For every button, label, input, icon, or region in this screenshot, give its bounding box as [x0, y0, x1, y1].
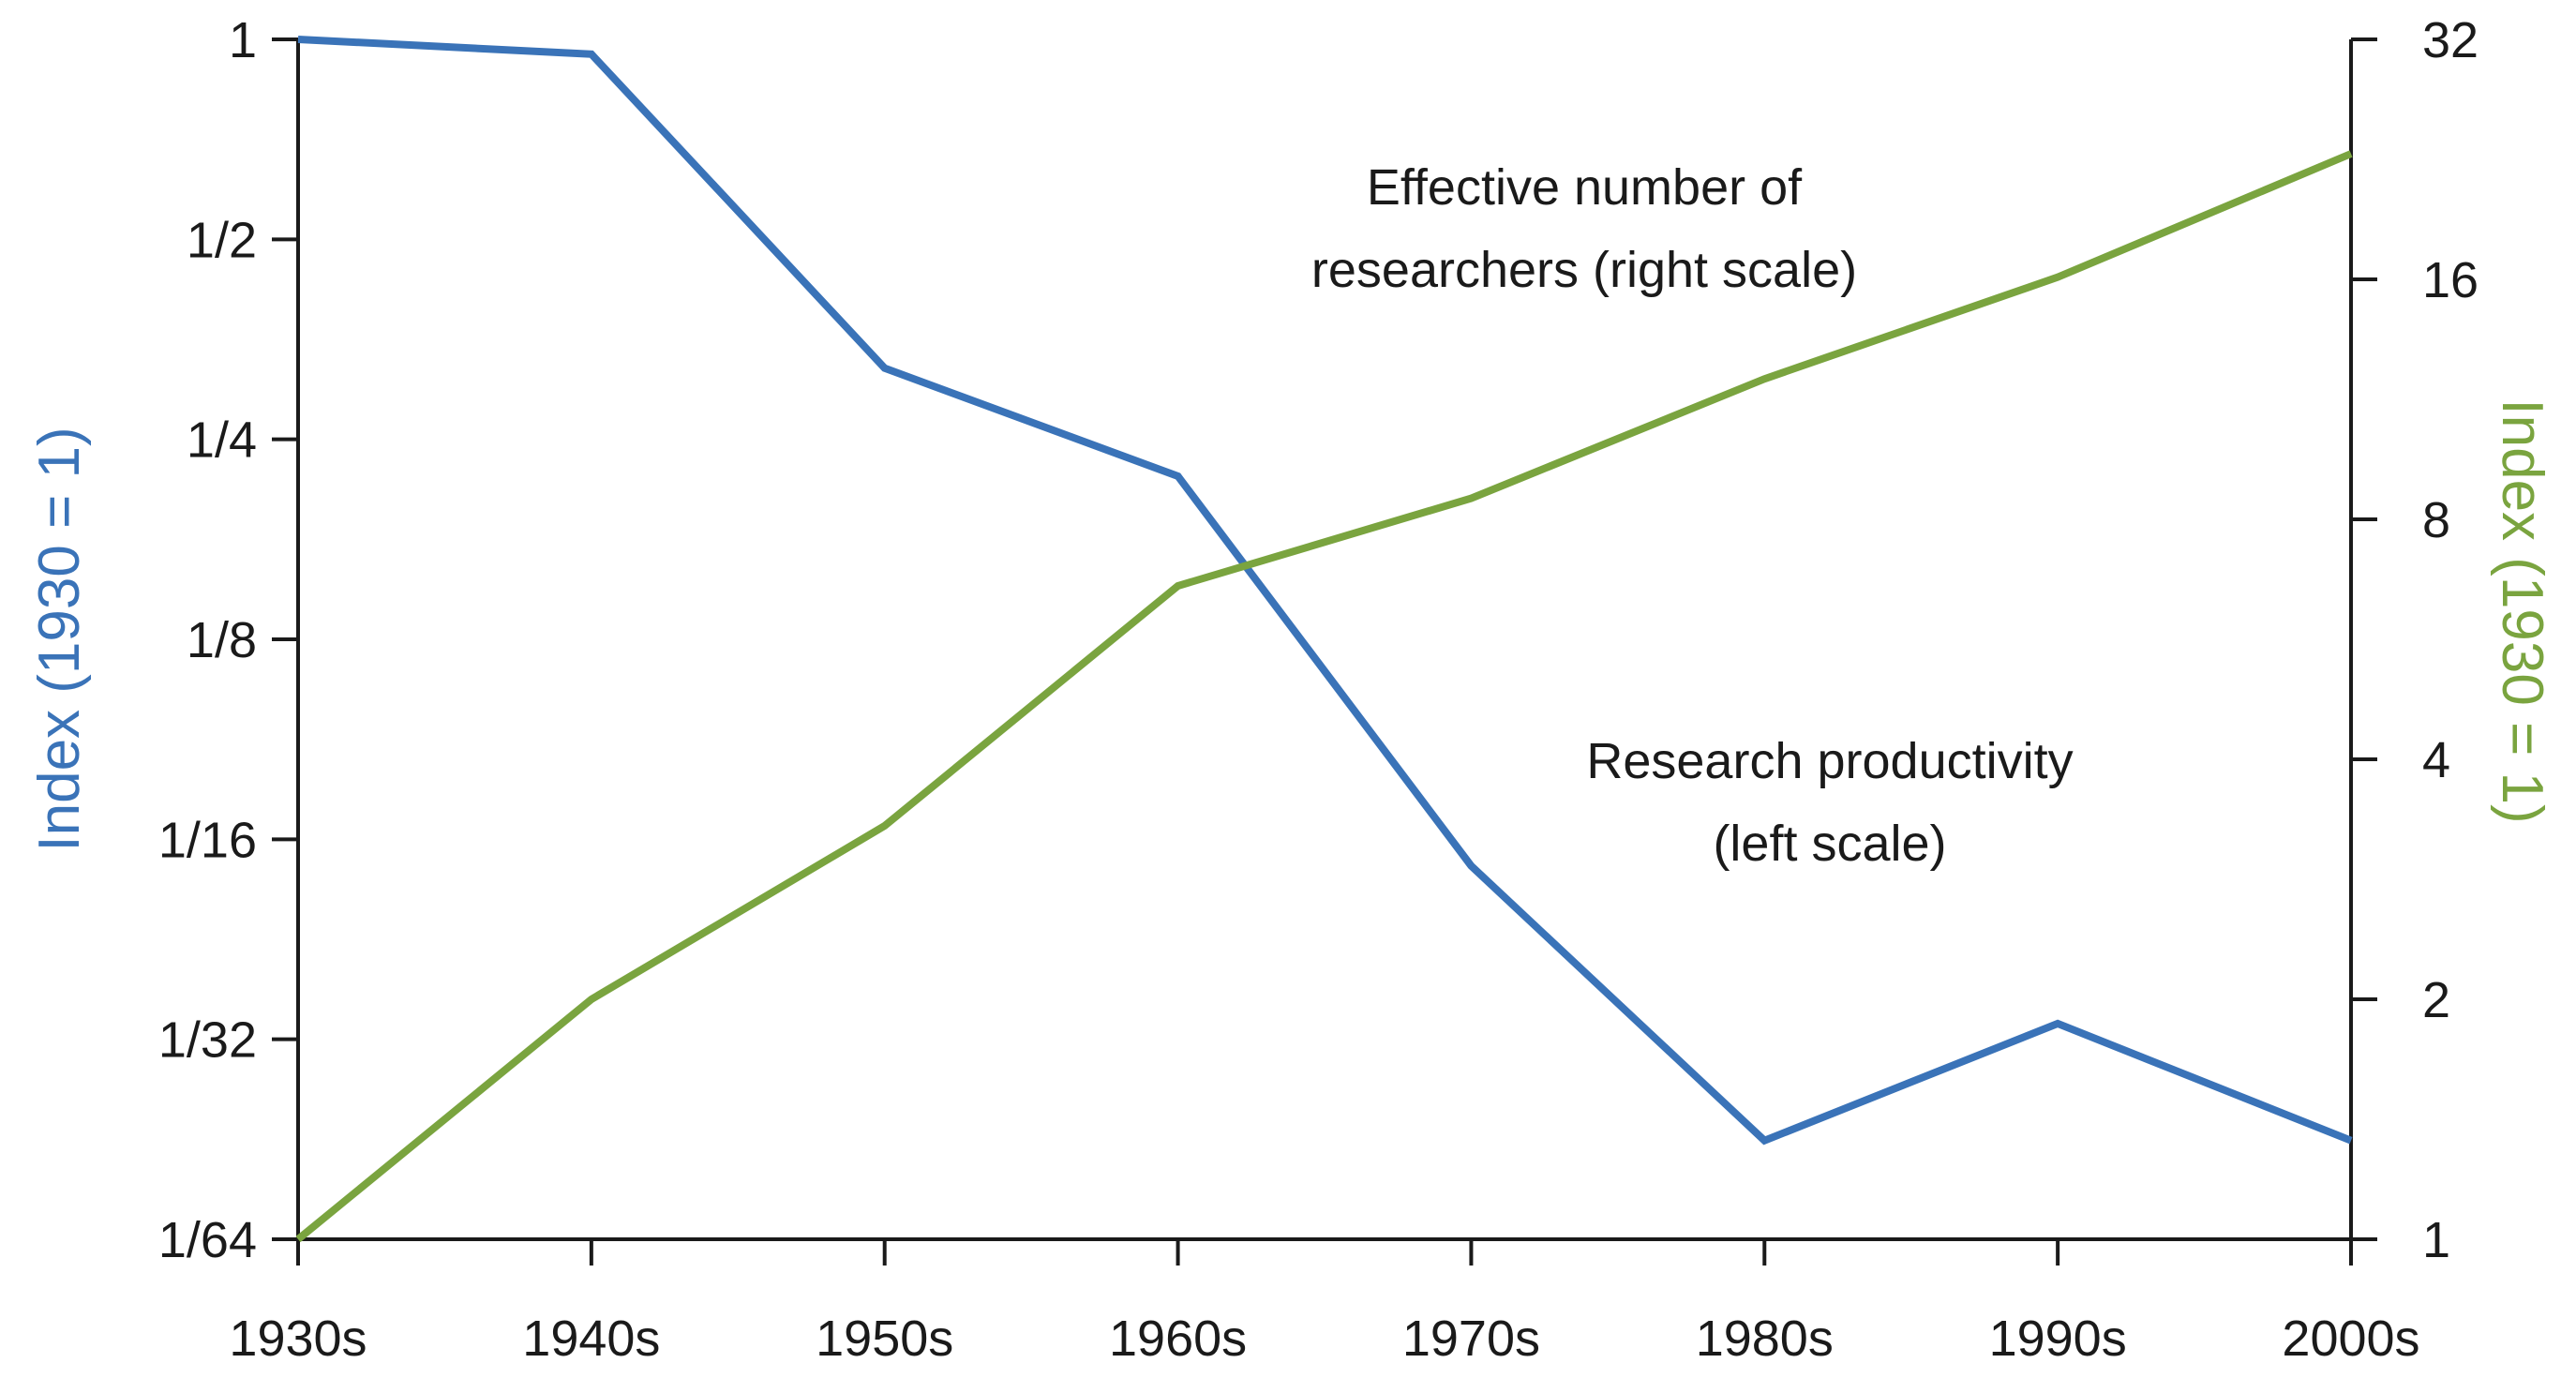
- effective-researchers-line: [295, 150, 2353, 1243]
- axes: 1 1/2 1/4 1/8 1/16 1/32 1/64 1 2 4 8 16 32 1930s 1940s…: [27, 12, 2554, 1367]
- x-tick-label: 1960s: [1109, 1311, 1247, 1367]
- series-group: [295, 36, 2353, 1243]
- annotation-line: Effective number of: [1367, 159, 1803, 216]
- right-tick-label: 8: [2422, 492, 2450, 548]
- left-tick-label: 1: [229, 12, 257, 68]
- x-tick-label: 1940s: [522, 1311, 660, 1367]
- x-tick-label: 1970s: [1402, 1311, 1540, 1367]
- right-tick-label: 4: [2422, 732, 2450, 788]
- right-tick-label: 1: [2422, 1212, 2450, 1268]
- right-tick-label: 2: [2422, 972, 2450, 1028]
- annotation-line: Research productivity: [1586, 733, 2073, 789]
- left-tick-label: 1/4: [187, 412, 257, 469]
- x-tick-label: 2000s: [2282, 1311, 2419, 1367]
- annotations: Effective number of researchers (right sc…: [1311, 159, 2074, 872]
- left-tick-label: 1/32: [158, 1012, 257, 1069]
- x-tick-label: 1980s: [1696, 1311, 1834, 1367]
- annotation-line: (left scale): [1713, 816, 1946, 872]
- left-axis-title: Index (1930 = 1): [27, 427, 92, 851]
- x-tick-label: 1950s: [816, 1311, 953, 1367]
- left-tick-label: 1/2: [187, 212, 257, 268]
- right-tick-label: 32: [2422, 12, 2479, 68]
- right-axis-title: Index (1930 = 1): [2490, 398, 2554, 823]
- research-productivity-line: [297, 36, 2353, 1146]
- left-tick-label: 1/8: [187, 612, 257, 668]
- productivity-annotation: Research productivity (left scale): [1586, 733, 2073, 872]
- left-tick-label: 1/16: [158, 812, 257, 868]
- left-tick-label: 1/64: [158, 1212, 257, 1268]
- researchers-annotation: Effective number of researchers (right sc…: [1311, 159, 1857, 298]
- right-tick-label: 16: [2422, 252, 2479, 308]
- x-tick-label: 1990s: [1989, 1311, 2127, 1367]
- x-tick-label: 1930s: [229, 1311, 367, 1367]
- annotation-line: researchers (right scale): [1311, 242, 1857, 298]
